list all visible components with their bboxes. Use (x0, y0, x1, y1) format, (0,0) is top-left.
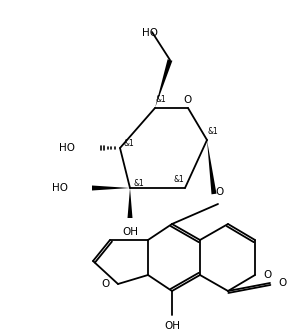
Text: &1: &1 (208, 127, 218, 136)
Text: &1: &1 (124, 138, 134, 148)
Text: HO: HO (52, 183, 68, 193)
Polygon shape (92, 185, 130, 191)
Text: O: O (278, 278, 286, 288)
Text: HO: HO (142, 28, 158, 38)
Polygon shape (127, 188, 133, 218)
Text: OH: OH (122, 227, 138, 237)
Text: O: O (184, 95, 192, 105)
Text: O: O (263, 270, 271, 280)
Text: HO: HO (59, 143, 75, 153)
Text: O: O (216, 187, 224, 197)
Text: &1: &1 (134, 178, 144, 187)
Text: &1: &1 (174, 175, 184, 184)
Text: O: O (102, 279, 110, 289)
Polygon shape (155, 59, 172, 108)
Polygon shape (207, 140, 216, 194)
Text: OH: OH (164, 321, 180, 331)
Text: &1: &1 (156, 95, 166, 104)
